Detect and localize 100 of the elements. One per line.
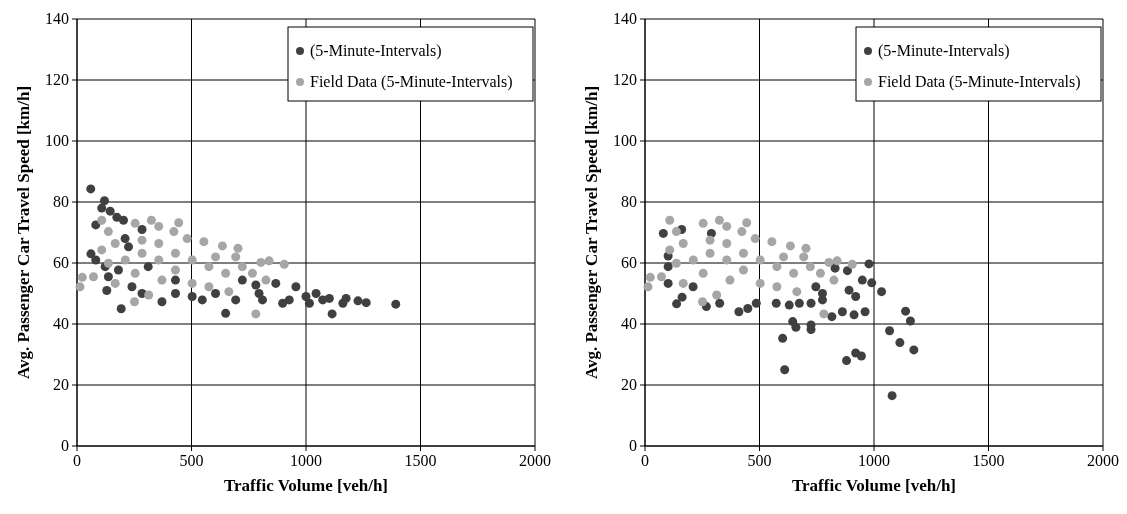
legend-label: Field Data (5-Minute-Intervals)	[310, 73, 513, 91]
y-tick-label: 40	[53, 315, 69, 332]
x-tick-label: 0	[641, 452, 649, 469]
point	[712, 290, 722, 300]
point	[113, 265, 123, 275]
point	[327, 309, 337, 319]
point	[154, 255, 164, 265]
point	[734, 307, 744, 317]
point	[86, 184, 96, 194]
point	[254, 289, 264, 298]
point	[211, 252, 221, 262]
point	[264, 256, 274, 266]
point	[856, 351, 866, 361]
point	[656, 272, 666, 282]
point	[231, 295, 241, 305]
point	[714, 215, 724, 225]
point	[361, 298, 371, 308]
point	[815, 268, 825, 278]
point	[767, 237, 777, 247]
point	[311, 289, 321, 298]
point	[261, 275, 271, 285]
point	[909, 345, 919, 355]
point	[905, 316, 915, 326]
point	[805, 262, 815, 272]
legend-label: (5-Minute-Intervals)	[878, 42, 1010, 60]
point	[187, 255, 197, 265]
point	[867, 278, 877, 288]
point	[105, 206, 115, 216]
point	[102, 285, 112, 295]
point	[247, 268, 257, 278]
x-axis-title: Traffic Volume [veh/h]	[223, 476, 389, 495]
point	[663, 262, 673, 272]
point	[780, 365, 790, 375]
point	[91, 255, 101, 265]
point	[860, 307, 870, 317]
point	[887, 391, 897, 401]
point	[75, 282, 85, 292]
point	[864, 259, 874, 269]
point	[830, 263, 840, 273]
point	[885, 326, 895, 336]
y-axis-title: Avg. Passenger Car Travel Speed [km/h]	[582, 85, 601, 380]
point	[137, 224, 147, 234]
point	[251, 309, 261, 319]
point	[811, 282, 821, 292]
point	[304, 298, 314, 308]
point	[677, 292, 687, 302]
point	[877, 287, 887, 297]
point	[688, 255, 698, 265]
point	[794, 298, 804, 308]
point	[722, 221, 732, 231]
point	[97, 215, 107, 225]
point	[130, 218, 140, 228]
point	[755, 255, 765, 265]
point	[353, 296, 363, 306]
point	[204, 262, 214, 272]
point	[224, 287, 234, 297]
point	[170, 265, 180, 275]
point	[97, 203, 107, 213]
point	[819, 309, 829, 319]
point	[170, 275, 180, 285]
x-axis-title: Traffic Volume [veh/h]	[791, 476, 957, 495]
point	[129, 297, 139, 307]
point	[847, 259, 857, 269]
y-tick-label: 140	[613, 10, 637, 27]
point	[851, 292, 861, 302]
point	[116, 304, 126, 314]
point	[789, 268, 799, 278]
point	[697, 297, 707, 307]
point	[665, 215, 675, 225]
y-tick-label: 20	[621, 376, 637, 393]
point	[120, 255, 130, 265]
point	[671, 227, 681, 237]
point	[97, 245, 107, 255]
point	[130, 268, 140, 278]
point	[170, 248, 180, 258]
point	[806, 298, 816, 308]
y-tick-label: 60	[53, 254, 69, 271]
point	[221, 268, 231, 278]
point	[110, 238, 120, 248]
y-axis-title: Avg. Passenger Car Travel Speed [km/h]	[14, 85, 33, 380]
point	[738, 248, 748, 258]
point	[817, 289, 827, 298]
point	[217, 241, 227, 251]
point	[738, 265, 748, 275]
point	[672, 299, 682, 309]
point	[318, 295, 328, 305]
y-tick-label: 60	[621, 254, 637, 271]
point	[137, 235, 147, 245]
point	[103, 272, 113, 282]
point	[86, 249, 96, 259]
point	[144, 290, 154, 300]
point	[182, 234, 192, 244]
point	[801, 243, 811, 253]
point	[146, 215, 156, 225]
point	[197, 295, 207, 305]
y-tick-label: 100	[613, 132, 637, 149]
point	[678, 278, 688, 288]
point	[169, 227, 179, 237]
point	[120, 234, 130, 244]
point	[187, 292, 197, 302]
